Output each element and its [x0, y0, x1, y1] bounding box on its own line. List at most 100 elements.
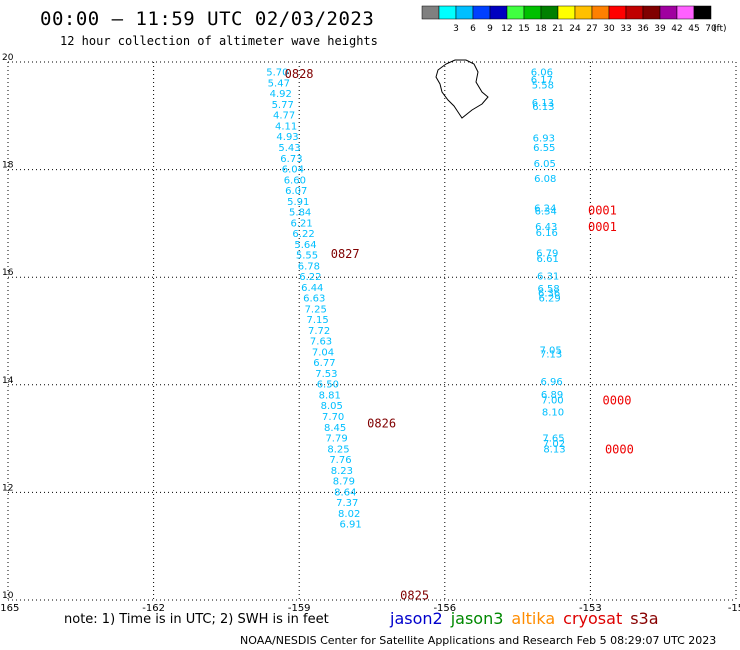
satellite-label-altika: altika: [511, 609, 556, 628]
x-tick-label: -165: [0, 603, 19, 612]
wave-height-label: 6.22: [299, 272, 321, 283]
y-tick-label: 16: [2, 268, 14, 278]
credit-line: NOAA/NESDIS Center for Satellite Applica…: [240, 634, 717, 647]
time-label: 0828: [285, 67, 314, 81]
wave-height-label: 6.06: [531, 68, 553, 79]
x-tick-label: -159: [288, 603, 311, 612]
wave-height-label: 7.65: [542, 434, 564, 445]
wave-height-label: 6.79: [536, 248, 558, 259]
wave-height-label: 8.64: [334, 487, 356, 498]
color-legend: 3 6 9 12 15 18 21 24 27 30 33 36 39 42 45 70(ft): [421, 5, 727, 34]
satellite-label-jason3: jason3: [450, 609, 504, 628]
wave-height-label: 6.61: [537, 254, 559, 265]
wave-height-label: 8.25: [327, 444, 349, 455]
grid-lines: [7, 61, 737, 601]
wave-height-label: 7.76: [329, 455, 351, 466]
wave-height-label: 4.77: [273, 111, 295, 122]
satellite-label-cryosat: cryosat: [563, 609, 623, 628]
time-label: 0827: [331, 247, 360, 261]
wave-height-label: 7.72: [308, 326, 330, 337]
wave-height-label: 5.58: [532, 81, 554, 92]
x-tick-label: -153: [579, 603, 602, 612]
legend-tick-label: 15: [518, 24, 529, 34]
legend-tick-label: 3: [453, 24, 459, 34]
legend-tick-label: 6: [470, 24, 476, 34]
wave-height-label: 6.55: [533, 143, 555, 154]
legend-tick-label: 45: [688, 24, 699, 34]
wave-height-label: 8.79: [333, 477, 355, 488]
time-label: 0001: [588, 220, 617, 234]
legend-tick-label: 70: [705, 24, 717, 34]
wave-height-label: 7.04: [312, 347, 334, 358]
y-tick-label: 14: [2, 376, 14, 386]
legend-tick-label: 9: [487, 24, 493, 34]
wave-height-label: 6.04: [282, 165, 304, 176]
time-label: 0825: [400, 589, 429, 603]
wave-height-label: 6.29: [538, 294, 560, 305]
time-label: 0826: [367, 416, 396, 430]
wave-height-label: 6.31: [537, 272, 559, 283]
wave-height-label: 6.58: [538, 284, 560, 295]
map-plot: 5.705.474.925.774.774.114.935.436.736.04…: [0, 53, 740, 612]
wave-height-label: 5.70: [266, 68, 288, 79]
wave-height-label: 7.63: [310, 337, 332, 348]
satellite-label-jason2: jason2: [390, 609, 443, 628]
wave-height-label: 8.10: [542, 408, 564, 419]
legend-tick-label: 33: [620, 24, 631, 34]
wave-height-label: 6.08: [534, 174, 556, 185]
island-coastline: [435, 59, 489, 119]
legend-tick-label: 18: [535, 24, 547, 34]
time-label: 0000: [605, 442, 634, 456]
wave-height-label: 7.37: [336, 498, 358, 509]
wave-height-marks: 5.705.474.925.774.774.114.935.436.736.04…: [266, 67, 634, 603]
wave-height-label: 4.11: [275, 121, 297, 132]
wave-height-label: 6.17: [531, 75, 553, 86]
y-tick-label: 12: [2, 483, 13, 493]
wave-height-label: 7.25: [305, 304, 327, 315]
time-label: 0000: [603, 393, 632, 407]
legend-tick-label: 21: [552, 24, 563, 34]
y-tick-label: 18: [2, 161, 14, 171]
x-tick-label: -156: [433, 603, 456, 612]
wave-height-label: 6.34: [535, 206, 557, 217]
wave-height-label: 5.47: [268, 78, 290, 89]
wave-height-label: 7.53: [315, 369, 337, 380]
wave-height-label: 6.13: [532, 102, 554, 113]
wave-height-label: 6.21: [290, 218, 312, 229]
wave-height-label: 6.22: [292, 229, 314, 240]
wave-height-label: 7.05: [539, 345, 561, 356]
wave-height-label: 4.93: [276, 132, 298, 143]
wave-height-label: 6.63: [303, 294, 325, 305]
y-tick-label: 20: [2, 53, 14, 63]
legend-unit-label: (ft): [713, 24, 727, 34]
legend-tick-label: 42: [671, 24, 682, 34]
footer-note: note: 1) Time is in UTC; 2) SWH is in fe…: [64, 612, 329, 627]
wave-height-label: 7.02: [543, 439, 565, 450]
wave-height-label: 5.84: [289, 208, 311, 219]
wave-height-label: 8.02: [338, 509, 360, 520]
wave-height-label: 6.07: [285, 186, 307, 197]
wave-height-label: 6.77: [313, 358, 335, 369]
legend-tick-label: 24: [569, 24, 581, 34]
wave-height-label: 8.13: [543, 444, 565, 455]
wave-height-label: 6.16: [536, 228, 558, 239]
axis-ticks: -165 -162 -159 -156 -153 -15 10 12 14 16 18 20: [0, 53, 740, 612]
wave-height-label: 6.44: [301, 283, 323, 294]
legend-tick-label: 36: [637, 24, 649, 34]
wave-height-label: 5.43: [278, 143, 300, 154]
wave-height-label: 6.13: [532, 98, 554, 109]
legend-tick-label: 27: [586, 24, 597, 34]
legend-tick-label: 30: [603, 24, 615, 34]
wave-height-label: 6.60: [284, 175, 306, 186]
wave-height-label: 6.96: [540, 377, 562, 388]
legend-swatch: [693, 5, 712, 20]
wave-height-label: 6.93: [533, 133, 555, 144]
wave-height-label: 6.43: [535, 222, 557, 233]
wave-height-label: 7.13: [540, 350, 562, 361]
satellite-legend: jason2 jason3 altika cryosat s3a: [390, 609, 667, 628]
wave-height-label: 8.45: [324, 423, 346, 434]
wave-height-label: 6.91: [340, 520, 362, 531]
wave-height-label: 6.89: [541, 390, 563, 401]
satellite-label-s3a: s3a: [630, 609, 659, 628]
wave-height-label: 6.73: [280, 154, 302, 165]
